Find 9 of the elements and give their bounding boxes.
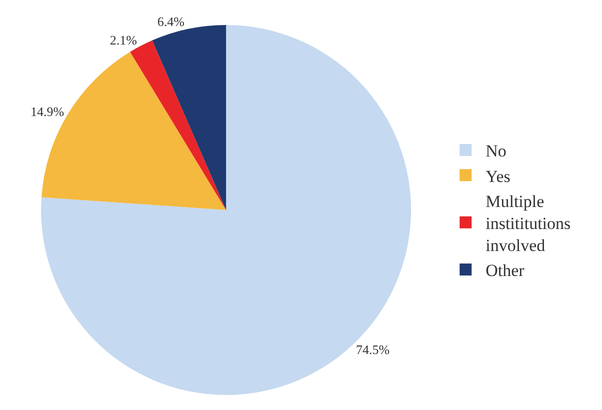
data-label: 14.9% [30,104,64,120]
legend-label: Yes [486,166,510,186]
pie-slice [152,25,226,210]
legend-label: Other [486,261,525,280]
data-label: 6.4% [157,14,185,30]
legend-label: No [486,142,506,161]
data-label: 74.5% [356,342,390,357]
legend-label: Multiple instititutions involved [486,192,571,256]
data-label: 2.1% [110,32,138,48]
